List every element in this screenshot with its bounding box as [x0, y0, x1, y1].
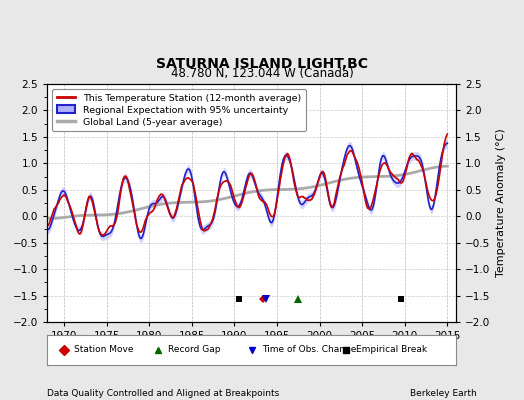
Text: Time of Obs. Change: Time of Obs. Change	[262, 345, 356, 354]
Legend: This Temperature Station (12-month average), Regional Expectation with 95% uncer: This Temperature Station (12-month avera…	[52, 89, 306, 131]
Text: 48.780 N, 123.044 W (Canada): 48.780 N, 123.044 W (Canada)	[171, 67, 353, 80]
Text: Berkeley Earth: Berkeley Earth	[410, 389, 477, 398]
Text: Record Gap: Record Gap	[168, 345, 220, 354]
Text: Empirical Break: Empirical Break	[356, 345, 427, 354]
Text: SATURNA ISLAND LIGHT,BC: SATURNA ISLAND LIGHT,BC	[156, 57, 368, 71]
Text: Data Quality Controlled and Aligned at Breakpoints: Data Quality Controlled and Aligned at B…	[47, 389, 279, 398]
Y-axis label: Temperature Anomaly (°C): Temperature Anomaly (°C)	[496, 129, 506, 277]
Text: Station Move: Station Move	[74, 345, 133, 354]
